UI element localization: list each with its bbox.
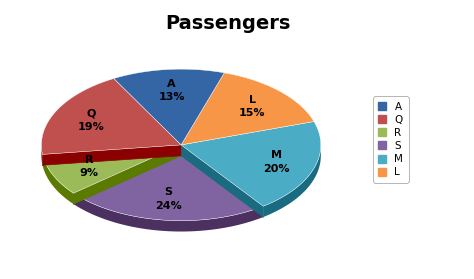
Text: R: R <box>84 155 93 165</box>
Text: 15%: 15% <box>239 108 265 118</box>
Text: Passengers: Passengers <box>165 14 291 33</box>
Polygon shape <box>181 145 263 217</box>
Polygon shape <box>43 145 181 165</box>
Text: 13%: 13% <box>158 92 185 102</box>
Polygon shape <box>41 145 43 165</box>
Legend: A, Q, R, S, M, L: A, Q, R, S, M, L <box>373 97 409 182</box>
Text: Q: Q <box>87 108 96 118</box>
Polygon shape <box>43 145 181 193</box>
Polygon shape <box>73 145 181 204</box>
Text: M: M <box>271 150 283 160</box>
Polygon shape <box>41 78 181 154</box>
Text: S: S <box>164 187 173 197</box>
Text: A: A <box>167 79 176 89</box>
Polygon shape <box>73 145 181 204</box>
Polygon shape <box>181 73 314 145</box>
Polygon shape <box>43 145 181 165</box>
Text: 19%: 19% <box>78 122 105 132</box>
Polygon shape <box>263 145 321 217</box>
Polygon shape <box>43 154 73 204</box>
Polygon shape <box>181 121 321 206</box>
Text: 24%: 24% <box>155 201 182 211</box>
Text: L: L <box>249 95 256 105</box>
Polygon shape <box>181 145 263 217</box>
Polygon shape <box>73 193 263 232</box>
Text: 20%: 20% <box>264 163 290 174</box>
Polygon shape <box>114 69 224 145</box>
Polygon shape <box>73 145 263 221</box>
Text: 9%: 9% <box>79 168 98 178</box>
